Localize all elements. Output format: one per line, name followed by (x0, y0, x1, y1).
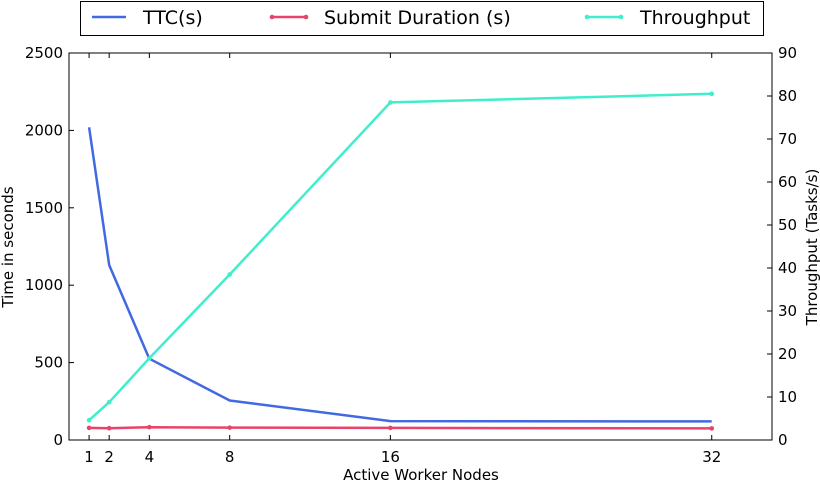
legend: TTC(s) Submit Duration (s) Throughput (80, 1, 764, 36)
axes: 1 2 4 8 16 32 0 500 1000 1500 2000 2500 0 10 20 30 40 50 6… (25, 44, 797, 466)
legend-box (80, 1, 764, 36)
legend-marker-1 (303, 14, 309, 20)
y-tick-label: 1000 (25, 276, 63, 294)
legend-label-2: Throughput (639, 7, 750, 29)
series-line-0 (87, 127, 712, 423)
series-point-1-2 (147, 424, 152, 430)
x-tick-label: 8 (225, 448, 235, 466)
series-point-2-2 (147, 356, 152, 361)
y2-tick-label: 50 (778, 216, 797, 234)
y-tick-label: 2000 (25, 121, 63, 139)
x-tick-label: 16 (381, 448, 400, 466)
series-point-2-4 (388, 100, 393, 105)
y-axis-label: Time in seconds (0, 186, 17, 308)
y2-tick-label: 0 (778, 431, 788, 449)
series-point-2-1 (106, 399, 112, 405)
y2-tick-label: 70 (778, 130, 797, 148)
y2-tick-label: 40 (778, 259, 797, 277)
series-point-2-3 (227, 272, 232, 277)
series-point-1-0 (86, 425, 92, 431)
x-tick-label: 4 (145, 448, 155, 466)
legend-marker-1 (269, 14, 275, 20)
y2-tick-label: 60 (778, 173, 797, 191)
y-tick-label: 500 (34, 354, 63, 372)
y-tick-label: 2500 (25, 44, 63, 62)
y2-axis-label: Throughput (Tasks/s) (803, 169, 820, 327)
x-tick-label: 32 (702, 448, 721, 466)
x-tick-label: 2 (104, 448, 114, 466)
y-tick-label: 0 (53, 431, 63, 449)
y-tick-label: 1500 (25, 199, 63, 217)
plot-area (86, 91, 715, 431)
plot-frame (68, 52, 773, 441)
series-point-1-5 (709, 426, 715, 431)
y2-tick-label: 90 (778, 44, 797, 62)
series-line-1 (89, 425, 712, 430)
series-point-2-5 (709, 91, 715, 97)
legend-label-0: TTC(s) (142, 7, 203, 29)
x-tick-label: 1 (84, 448, 94, 466)
series-point-2-0 (86, 417, 92, 423)
y2-tick-label: 80 (778, 87, 797, 105)
x-axis-label: Active Worker Nodes (343, 466, 499, 481)
series-point-1-4 (388, 425, 393, 431)
series-point-1-3 (227, 425, 232, 430)
y2-tick-label: 10 (778, 388, 797, 406)
legend-label-1: Submit Duration (s) (324, 7, 511, 29)
y2-tick-label: 20 (778, 345, 797, 363)
series-point-1-1 (106, 425, 112, 431)
series-line-2 (88, 92, 712, 422)
legend-marker-2 (618, 14, 624, 20)
legend-marker-2 (584, 14, 590, 20)
y2-tick-label: 30 (778, 302, 797, 320)
